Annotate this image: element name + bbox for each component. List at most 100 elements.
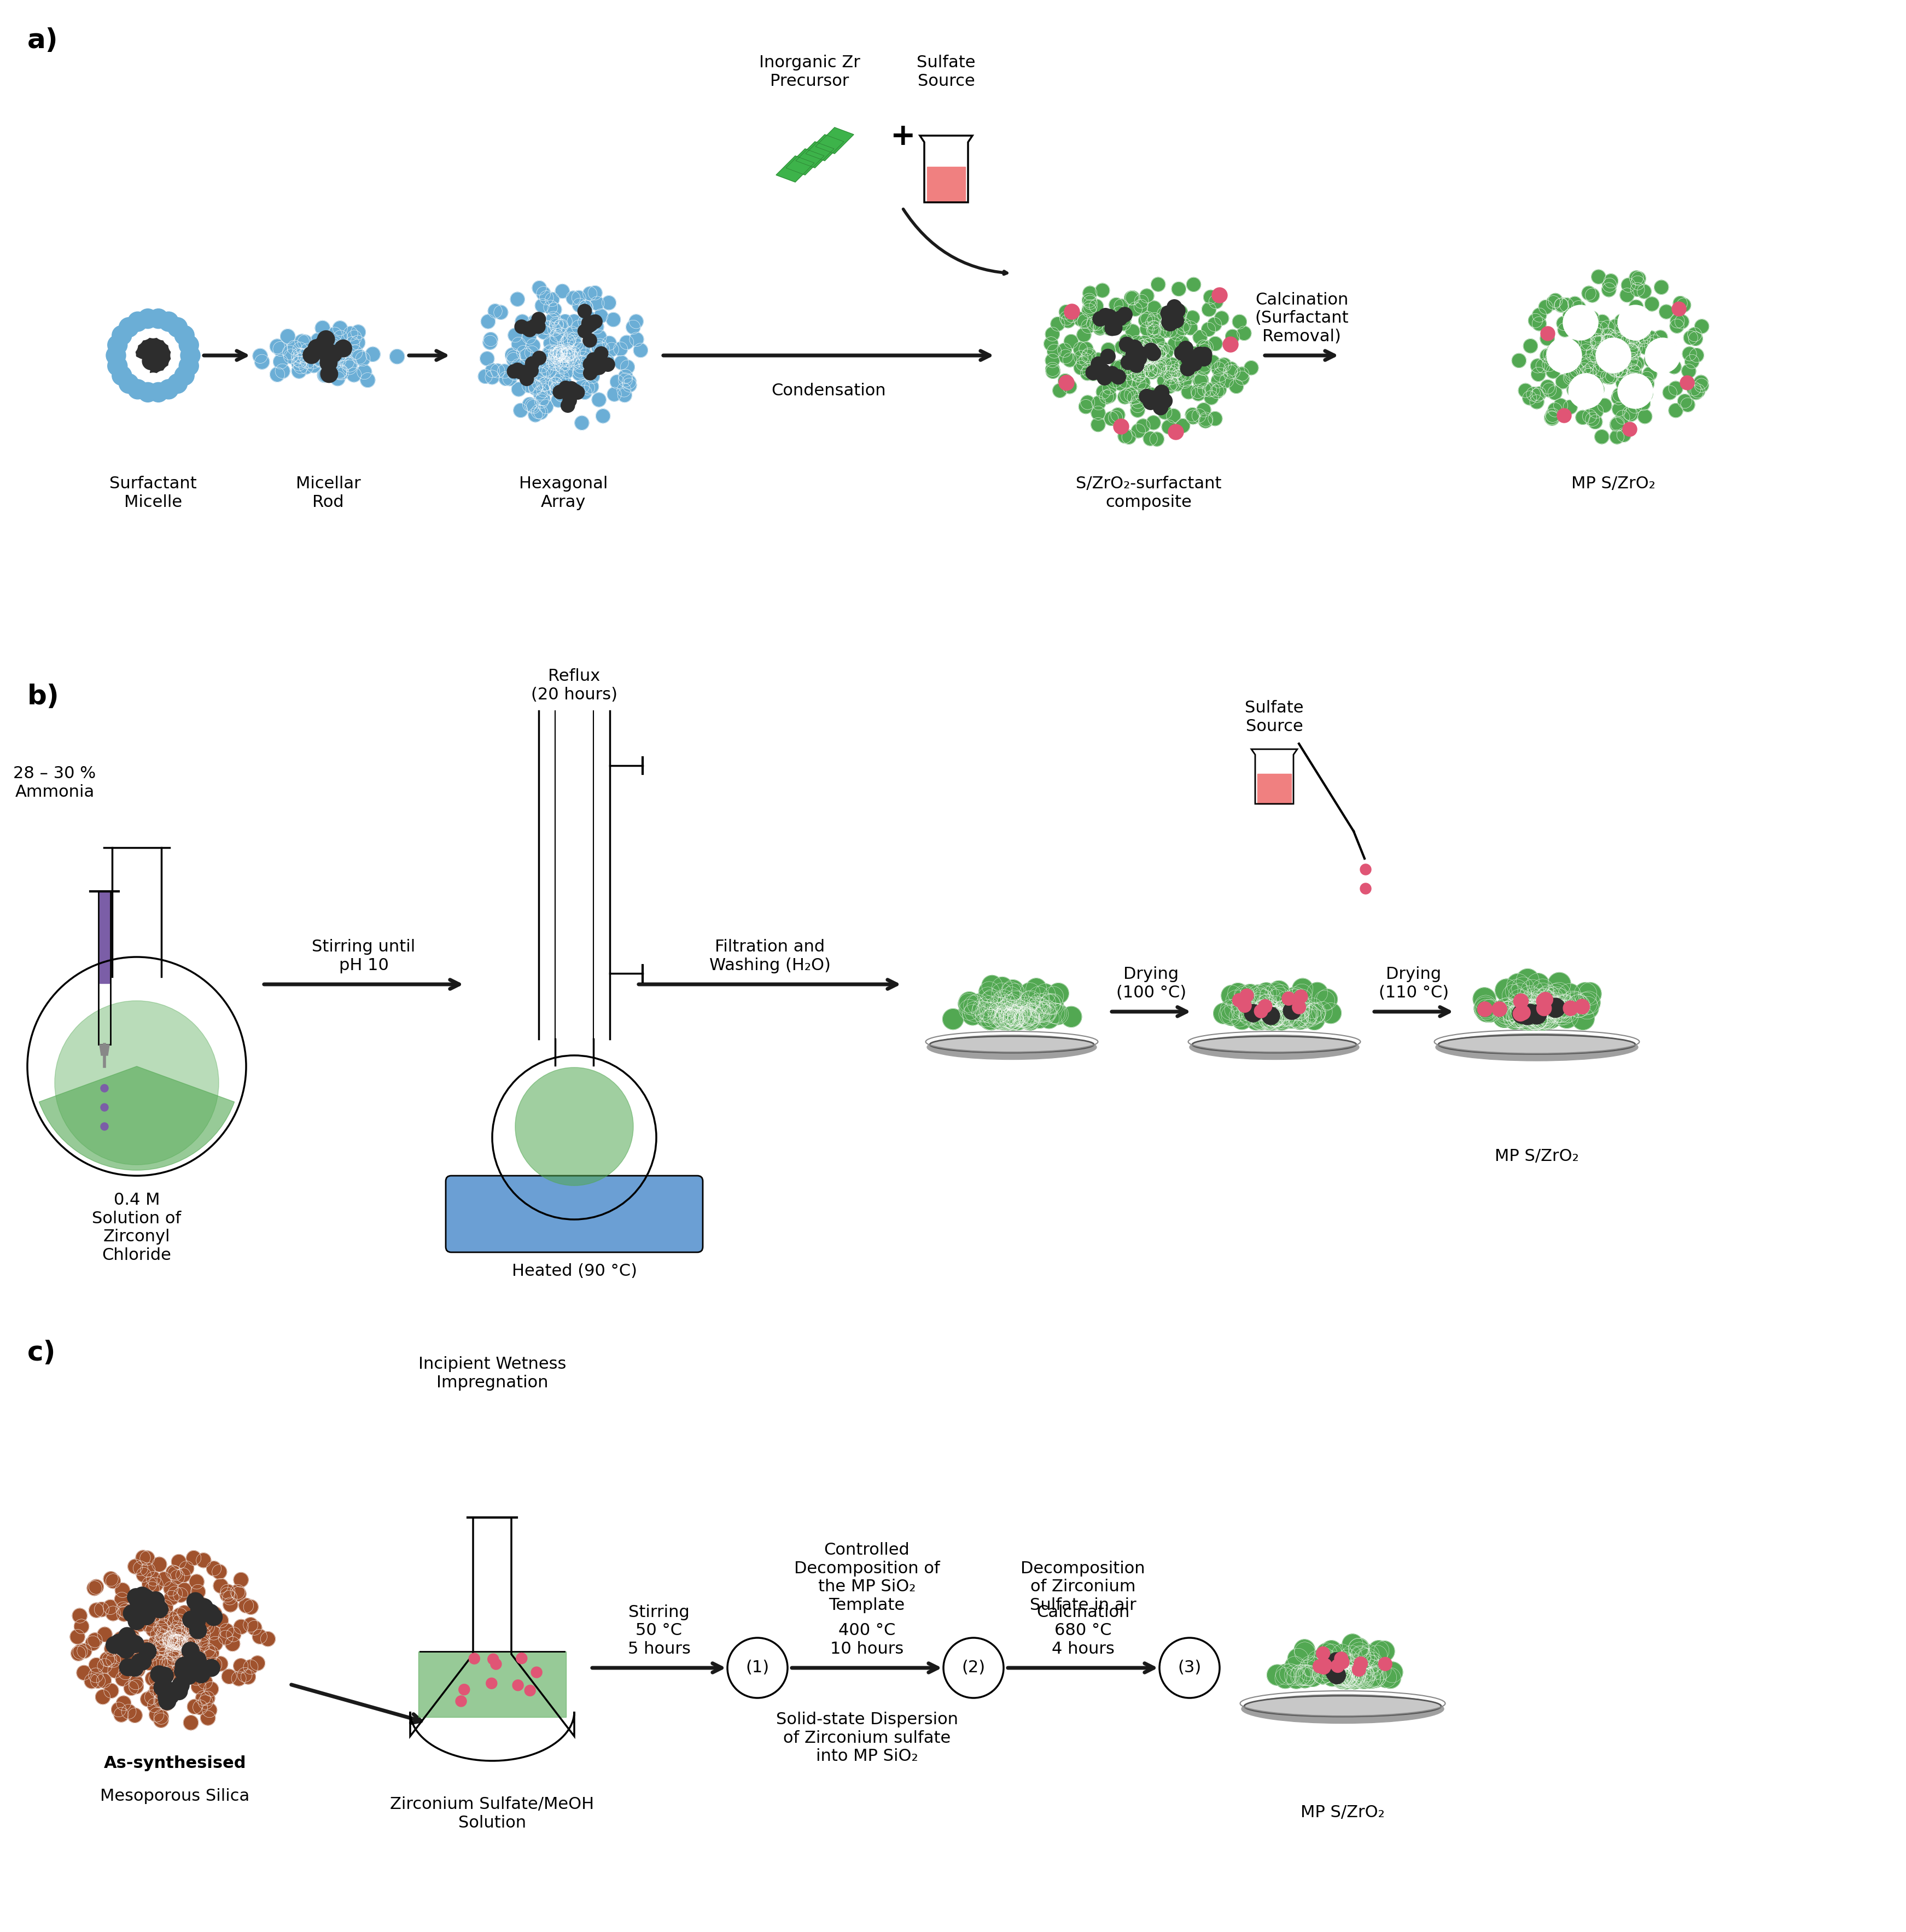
Circle shape bbox=[1142, 348, 1157, 363]
Circle shape bbox=[191, 1679, 206, 1694]
Circle shape bbox=[172, 1679, 189, 1696]
Circle shape bbox=[1288, 997, 1309, 1018]
Circle shape bbox=[1083, 299, 1098, 313]
Circle shape bbox=[139, 1640, 154, 1654]
Circle shape bbox=[1130, 369, 1146, 383]
Circle shape bbox=[1258, 1003, 1279, 1022]
Circle shape bbox=[198, 1694, 213, 1710]
Circle shape bbox=[593, 330, 606, 344]
Circle shape bbox=[1586, 361, 1599, 375]
Circle shape bbox=[149, 1671, 164, 1687]
Circle shape bbox=[1550, 999, 1572, 1022]
Circle shape bbox=[1643, 367, 1656, 381]
Circle shape bbox=[1062, 1007, 1083, 1028]
Polygon shape bbox=[776, 156, 814, 182]
Circle shape bbox=[139, 1642, 156, 1660]
Circle shape bbox=[1266, 989, 1287, 1010]
Circle shape bbox=[593, 361, 606, 375]
Circle shape bbox=[1147, 325, 1161, 338]
Circle shape bbox=[114, 1631, 128, 1646]
Circle shape bbox=[1016, 1007, 1037, 1026]
Circle shape bbox=[1344, 1669, 1365, 1689]
Circle shape bbox=[1144, 394, 1159, 410]
Circle shape bbox=[1645, 354, 1658, 367]
Circle shape bbox=[1119, 334, 1134, 348]
Circle shape bbox=[1092, 311, 1107, 327]
Circle shape bbox=[1353, 1663, 1374, 1685]
Circle shape bbox=[1287, 1007, 1308, 1028]
Circle shape bbox=[1144, 386, 1157, 402]
Circle shape bbox=[1048, 983, 1069, 1005]
Circle shape bbox=[175, 1663, 193, 1681]
Circle shape bbox=[578, 348, 593, 361]
Circle shape bbox=[166, 1648, 181, 1662]
Circle shape bbox=[1580, 392, 1595, 408]
Circle shape bbox=[1003, 1005, 1024, 1026]
Circle shape bbox=[602, 336, 616, 350]
Circle shape bbox=[299, 359, 314, 375]
Circle shape bbox=[1508, 993, 1531, 1016]
Circle shape bbox=[1149, 390, 1165, 406]
Circle shape bbox=[322, 348, 337, 363]
Circle shape bbox=[200, 1690, 215, 1706]
Circle shape bbox=[1363, 1656, 1384, 1677]
Circle shape bbox=[280, 328, 295, 344]
Circle shape bbox=[560, 348, 576, 363]
Circle shape bbox=[1248, 993, 1269, 1012]
Circle shape bbox=[1247, 1009, 1267, 1030]
Circle shape bbox=[1140, 350, 1153, 363]
Circle shape bbox=[1586, 377, 1599, 390]
Circle shape bbox=[1332, 1667, 1353, 1689]
Circle shape bbox=[1266, 995, 1285, 1016]
Circle shape bbox=[1595, 338, 1632, 373]
Circle shape bbox=[1531, 388, 1544, 402]
Circle shape bbox=[1283, 999, 1304, 1020]
Circle shape bbox=[578, 384, 593, 400]
Circle shape bbox=[993, 989, 1014, 1010]
Circle shape bbox=[1302, 1658, 1323, 1677]
Circle shape bbox=[1344, 1654, 1365, 1675]
Circle shape bbox=[1294, 989, 1308, 1003]
Circle shape bbox=[1574, 999, 1590, 1014]
Circle shape bbox=[1656, 348, 1672, 361]
Circle shape bbox=[1117, 317, 1130, 330]
Circle shape bbox=[1353, 1648, 1374, 1669]
Circle shape bbox=[507, 367, 522, 381]
Circle shape bbox=[1266, 1009, 1287, 1030]
Circle shape bbox=[520, 348, 534, 363]
Circle shape bbox=[1319, 1662, 1340, 1683]
Circle shape bbox=[1601, 282, 1616, 298]
Circle shape bbox=[168, 373, 187, 394]
Circle shape bbox=[1304, 1003, 1325, 1024]
Circle shape bbox=[1206, 355, 1220, 369]
Circle shape bbox=[181, 346, 200, 365]
Circle shape bbox=[1267, 1665, 1288, 1685]
Circle shape bbox=[191, 1660, 206, 1673]
Circle shape bbox=[1622, 373, 1637, 386]
Circle shape bbox=[578, 325, 591, 338]
Circle shape bbox=[1142, 352, 1155, 365]
Circle shape bbox=[566, 355, 579, 371]
Circle shape bbox=[608, 386, 621, 402]
Circle shape bbox=[1565, 369, 1578, 383]
Circle shape bbox=[1626, 330, 1641, 344]
Circle shape bbox=[206, 1561, 221, 1577]
Circle shape bbox=[555, 359, 570, 373]
Circle shape bbox=[194, 1633, 210, 1648]
Circle shape bbox=[1132, 352, 1147, 365]
Circle shape bbox=[943, 1009, 963, 1030]
Circle shape bbox=[606, 313, 621, 327]
Circle shape bbox=[1186, 361, 1199, 375]
Circle shape bbox=[1096, 284, 1109, 298]
Circle shape bbox=[118, 1627, 135, 1644]
Circle shape bbox=[1532, 1007, 1555, 1030]
Circle shape bbox=[982, 989, 1003, 1010]
Circle shape bbox=[1553, 398, 1569, 413]
Circle shape bbox=[987, 1009, 1008, 1030]
Circle shape bbox=[86, 1636, 101, 1650]
Circle shape bbox=[74, 1619, 90, 1634]
Text: S/ZrO₂-surfactant
composite: S/ZrO₂-surfactant composite bbox=[1075, 475, 1222, 510]
Circle shape bbox=[1313, 1648, 1334, 1669]
Circle shape bbox=[202, 1660, 219, 1677]
Circle shape bbox=[1250, 1009, 1271, 1030]
